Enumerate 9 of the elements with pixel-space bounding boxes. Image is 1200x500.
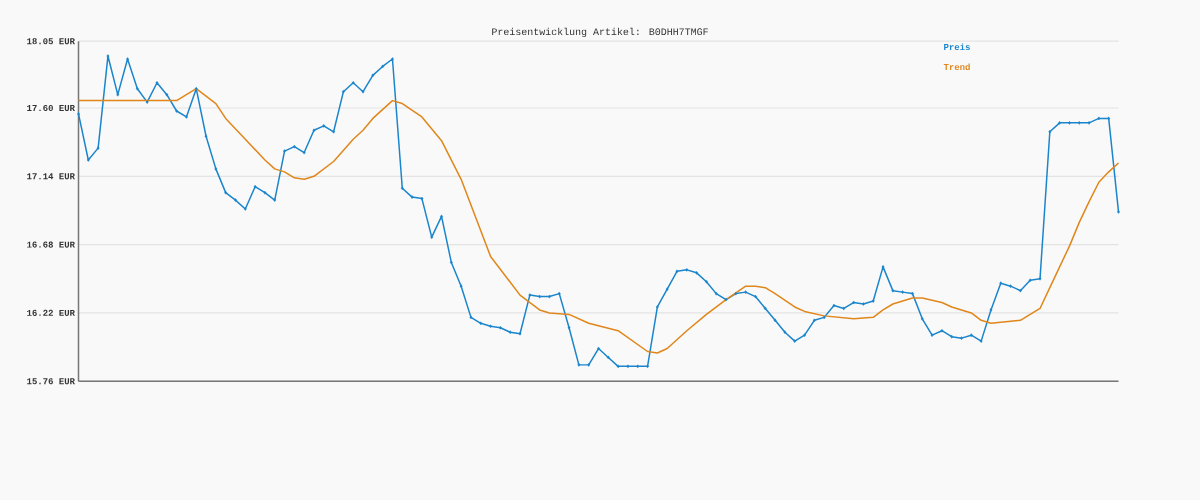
- text: Preis: [944, 43, 970, 51]
- y-tick-label: 16.68 EUR: [27, 241, 75, 248]
- y-tick-label: 18.05 EUR: [27, 38, 75, 45]
- y-tick-label: 17.14 EUR: [27, 173, 75, 180]
- y-tick-label: 17.60 EUR: [27, 104, 75, 112]
- text: Trend: [943, 63, 970, 71]
- y-tick-label: 15.76 EUR: [27, 378, 75, 385]
- y-tick-label: 16.22 EUR: [27, 309, 75, 316]
- chart-title: Preisentwicklung Artikel: B0DHH7TMGF: [492, 27, 708, 38]
